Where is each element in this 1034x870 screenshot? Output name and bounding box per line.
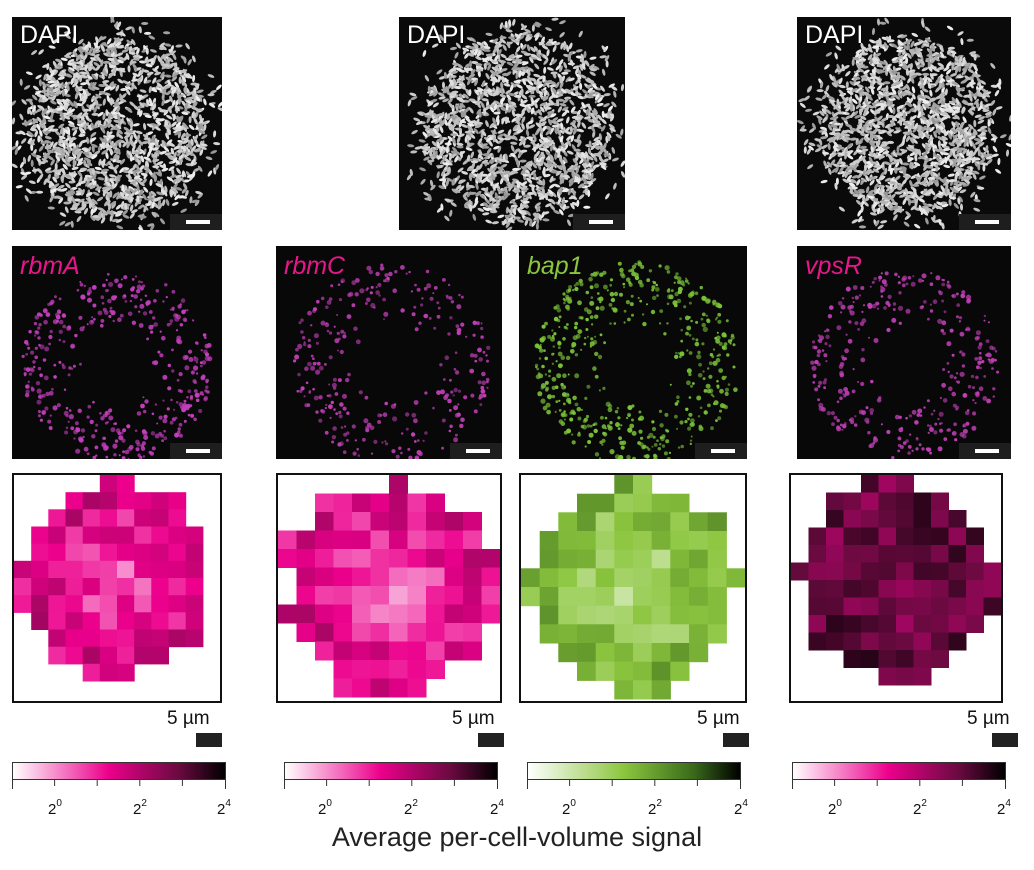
colorbar-axis-title: Average per-cell-volume signal (331, 822, 703, 852)
dapi-image-1: DAPI (12, 17, 222, 230)
scale-bar-2 (573, 214, 625, 230)
dapi-cells-1 (12, 17, 222, 230)
heatmap-cells-bap1 (521, 475, 745, 700)
colorbar-ticks-rbmC (284, 780, 498, 789)
colorbar-ticks-vpsR (792, 780, 1006, 789)
colorbar-tick-bap1-4: 24 (734, 798, 748, 818)
colorbar-tick-rbmA-2: 22 (133, 798, 147, 818)
colorbar-tick-rbmC-4: 24 (490, 798, 504, 818)
heatmap-cells-rbmA (14, 475, 204, 682)
dapi-label-2: DAPI (407, 21, 466, 49)
fish-image-rbmC: rbmC (276, 246, 502, 459)
fish-dots-rbmA (21, 272, 213, 459)
heatmap-bap1 (519, 473, 747, 703)
colorbar-tick-vpsR-4: 24 (997, 798, 1011, 818)
scale-block-vpsR (992, 733, 1018, 747)
heatmap-rbmC (276, 473, 502, 703)
scale-label-rbmC: 5 µm (452, 708, 495, 729)
gene-label-rbmA: rbmA (20, 252, 80, 280)
scale-label-bap1: 5 µm (697, 708, 740, 729)
scale-bar-1 (170, 214, 222, 230)
scale-bar-7 (959, 443, 1011, 459)
fish-dots-bap1 (534, 260, 738, 459)
scale-label-rbmA: 5 µm (167, 708, 210, 729)
colorbar-tick-rbmC-0: 20 (318, 798, 332, 818)
heatmap-cells-rbmC (278, 475, 500, 698)
scale-block-rbmA (196, 733, 222, 747)
dapi-cells-2 (406, 17, 625, 230)
colorbar-rbmA (12, 762, 226, 780)
scale-bar-4 (170, 443, 222, 459)
fish-image-vpsR: vpsR (797, 246, 1011, 459)
dapi-label-3: DAPI (805, 21, 864, 49)
gene-label-rbmC: rbmC (284, 252, 346, 280)
colorbar-bap1 (527, 762, 741, 780)
colorbar-rbmC (284, 762, 498, 780)
scale-label-vpsR: 5 µm (967, 708, 1010, 729)
dapi-label-1: DAPI (20, 21, 79, 49)
heatmap-vpsR (789, 473, 1003, 703)
colorbar-vpsR (792, 762, 1006, 780)
gene-label-bap1: bap1 (527, 252, 583, 280)
dapi-image-2: DAPI (399, 17, 625, 230)
scale-block-rbmC (478, 733, 504, 747)
colorbar-tick-bap1-2: 22 (648, 798, 662, 818)
colorbar-tick-rbmA-4: 24 (217, 798, 231, 818)
fish-dots-vpsR (810, 271, 1000, 459)
fish-image-bap1: bap1 (519, 246, 747, 459)
colorbar-tick-rbmA-0: 20 (48, 798, 62, 818)
dapi-image-3: DAPI (797, 17, 1011, 230)
colorbar-tick-vpsR-0: 20 (828, 798, 842, 818)
colorbar-ticks-bap1 (527, 780, 741, 789)
scale-bar-5 (450, 443, 502, 459)
scale-bar-6 (695, 443, 747, 459)
colorbar-tick-vpsR-2: 22 (913, 798, 927, 818)
colorbar-ticks-rbmA (12, 780, 226, 789)
colorbar-tick-rbmC-2: 22 (404, 798, 418, 818)
heatmap-rbmA (12, 473, 222, 703)
scale-bar-3 (959, 214, 1011, 230)
heatmap-cells-vpsR (791, 475, 1001, 686)
fish-image-rbmA: rbmA (12, 246, 222, 459)
scale-block-bap1 (723, 733, 749, 747)
colorbar-tick-bap1-0: 20 (562, 798, 576, 818)
fish-dots-rbmC (293, 263, 491, 459)
gene-label-vpsR: vpsR (805, 252, 862, 280)
dapi-cells-3 (797, 17, 1011, 230)
